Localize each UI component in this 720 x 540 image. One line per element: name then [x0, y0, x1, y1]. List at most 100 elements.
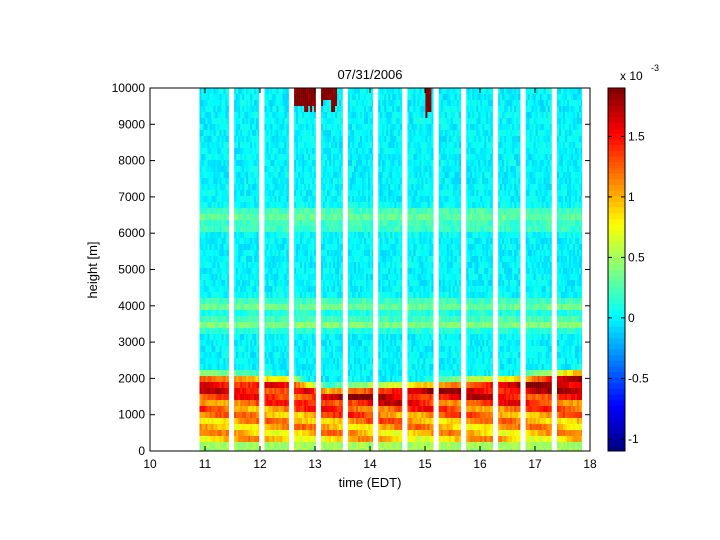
heatmap-cell	[270, 112, 273, 119]
heatmap-cell	[378, 136, 381, 143]
heatmap-cell	[362, 154, 365, 161]
heatmap-cell	[362, 310, 365, 317]
heatmap-cell	[386, 346, 389, 353]
heatmap-cell	[219, 382, 222, 389]
heatmap-cell	[354, 406, 357, 413]
heatmap-cell	[256, 340, 259, 347]
heatmap-cell	[225, 130, 228, 137]
heatmap-cell	[384, 364, 387, 371]
heatmap-cell	[207, 370, 210, 377]
heatmap-cell	[211, 124, 214, 131]
heatmap-cell	[362, 400, 365, 407]
heatmap-cell	[254, 190, 257, 197]
heatmap-cell	[242, 316, 245, 323]
heatmap-cell	[280, 268, 283, 275]
heatmap-cell	[252, 346, 255, 353]
heatmap-cell	[225, 280, 228, 287]
heatmap-cell	[213, 394, 216, 401]
heatmap-cell	[358, 244, 361, 251]
heatmap-cell	[256, 346, 259, 353]
heatmap-cell	[215, 238, 218, 245]
heatmap-cell	[331, 376, 334, 383]
heatmap-cell	[201, 310, 204, 317]
heatmap-cell	[296, 280, 299, 287]
heatmap-cell	[236, 382, 239, 389]
heatmap-cell	[362, 274, 365, 281]
heatmap-cell	[242, 196, 245, 203]
heatmap-cell	[370, 124, 373, 131]
heatmap-cell	[314, 316, 316, 323]
heatmap-cell	[258, 88, 260, 95]
heatmap-cell	[256, 418, 259, 425]
heatmap-cell	[341, 322, 343, 329]
heatmap-cell	[252, 238, 255, 245]
heatmap-cell	[248, 334, 251, 341]
heatmap-cell	[321, 226, 324, 233]
heatmap-cell	[211, 322, 214, 329]
heatmap-cell	[312, 430, 315, 437]
heatmap-cell	[266, 388, 269, 395]
heatmap-cell	[314, 328, 316, 335]
heatmap-cell	[284, 286, 287, 293]
heatmap-cell	[362, 352, 365, 359]
heatmap-cell	[264, 154, 267, 161]
heatmap-cell	[266, 394, 269, 401]
heatmap-cell	[339, 142, 342, 149]
heatmap-cell	[327, 130, 330, 137]
heatmap-cell	[244, 148, 247, 155]
heatmap-cell	[380, 334, 383, 341]
heatmap-cell	[248, 136, 251, 143]
heatmap-cell	[238, 124, 241, 131]
heatmap-cell	[352, 400, 355, 407]
heatmap-cell	[335, 262, 338, 269]
heatmap-cell	[221, 292, 224, 299]
heatmap-cell	[242, 94, 245, 101]
heatmap-cell	[333, 382, 336, 389]
heatmap-cell	[234, 166, 237, 173]
heatmap-cell	[209, 352, 212, 359]
heatmap-cell	[354, 124, 357, 131]
heatmap-cell	[382, 340, 385, 347]
heatmap-cell	[339, 94, 342, 101]
heatmap-cell	[227, 298, 229, 305]
heatmap-cell	[323, 394, 326, 401]
heatmap-cell	[300, 412, 303, 419]
heatmap-cell	[380, 178, 383, 185]
heatmap-cell	[380, 160, 383, 167]
heatmap-cell	[325, 208, 328, 215]
heatmap-cell	[362, 88, 365, 95]
heatmap-cell	[201, 316, 204, 323]
heatmap-cell	[298, 292, 301, 299]
heatmap-cell	[223, 166, 226, 173]
heatmap-cell	[362, 298, 365, 305]
heatmap-cell	[205, 442, 208, 449]
heatmap-cell	[242, 406, 245, 413]
heatmap-cell	[323, 448, 326, 452]
heatmap-cell	[254, 154, 257, 161]
heatmap-cell	[201, 166, 204, 173]
heatmap-cell	[288, 292, 289, 299]
heatmap-cell	[266, 124, 269, 131]
heatmap-cell	[238, 178, 241, 185]
heatmap-cell	[386, 406, 389, 413]
heatmap-cell	[223, 334, 226, 341]
heatmap-cell	[270, 262, 273, 269]
heatmap-cell	[276, 280, 279, 287]
heatmap-cell	[284, 142, 287, 149]
heatmap-cell	[327, 304, 330, 311]
heatmap-cell	[240, 232, 243, 239]
heatmap-cell	[227, 406, 229, 413]
heatmap-cell	[223, 364, 226, 371]
heatmap-cell	[298, 310, 301, 317]
heatmap-cell	[310, 214, 313, 221]
heatmap-cell	[240, 322, 243, 329]
heatmap-cell	[314, 226, 316, 233]
heatmap-cell	[284, 436, 287, 443]
heatmap-cell	[296, 346, 299, 353]
heatmap-cell	[199, 448, 202, 452]
heatmap-cell	[258, 142, 260, 149]
heatmap-cell	[223, 370, 226, 377]
heatmap-cell	[221, 202, 224, 209]
heatmap-cell	[213, 400, 216, 407]
heatmap-cell	[380, 172, 383, 179]
